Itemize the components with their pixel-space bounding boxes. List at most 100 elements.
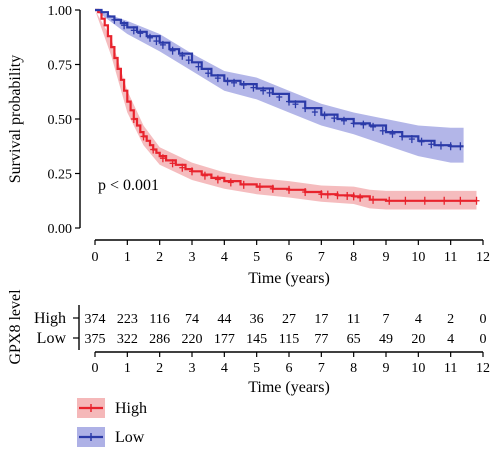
y-axis-title: Survival probability — [7, 55, 24, 183]
risk-count-high: 7 — [383, 312, 390, 327]
censor-mark-high — [214, 175, 221, 184]
x-tick-label: 10 — [411, 250, 425, 265]
censor-mark-low — [121, 21, 128, 30]
censor-mark-low — [408, 135, 415, 144]
censor-mark-high — [402, 196, 409, 205]
censor-mark-high — [140, 132, 147, 141]
km-plot: 0.000.250.500.751.000 1 2 3 4 5 6 7 8 9 10 11 12Time… — [7, 4, 490, 287]
censor-mark-low — [240, 80, 247, 89]
censor-mark-low — [231, 78, 238, 87]
censor-mark-low — [205, 69, 212, 78]
censor-mark-low — [146, 33, 153, 42]
censor-mark-high — [169, 159, 176, 168]
censor-mark-low — [457, 142, 464, 151]
censor-mark-low — [137, 29, 144, 38]
x-tick-label: 8 — [350, 250, 357, 265]
risk-count-high: 17 — [314, 312, 328, 327]
censor-mark-high — [302, 188, 309, 197]
censor-mark-low — [370, 122, 377, 131]
censor-mark-low — [340, 116, 347, 125]
x-tick-label: 2 — [156, 250, 163, 265]
legend-label: High — [115, 400, 147, 417]
censor-mark-high — [150, 145, 157, 154]
risk-count-high: 4 — [415, 312, 422, 327]
risk-count-low: 286 — [149, 332, 170, 347]
p-value-annotation: p < 0.001 — [98, 177, 159, 194]
censor-mark-high — [473, 196, 480, 205]
censor-mark-high — [386, 196, 393, 205]
legend: High Low — [77, 398, 147, 447]
censor-mark-low — [195, 62, 202, 71]
censor-mark-low — [418, 137, 425, 146]
x-tick-label: 7 — [318, 250, 325, 265]
risk-count-high: 36 — [250, 312, 264, 327]
risk-x-axis-title: Time (years) — [248, 379, 330, 396]
censor-mark-low — [321, 111, 328, 120]
censor-mark-low — [179, 51, 186, 60]
risk-count-high: 223 — [117, 312, 138, 327]
x-axis-title: Time (years) — [248, 270, 330, 287]
risk-count-high: 0 — [480, 312, 487, 327]
censor-mark-high — [227, 178, 234, 187]
censor-mark-low — [389, 129, 396, 138]
censor-mark-low — [399, 132, 406, 141]
censor-mark-low — [302, 104, 309, 113]
risk-x-tick-label: 3 — [189, 361, 196, 376]
censor-mark-low — [360, 120, 367, 129]
y-tick-label: 0.75 — [48, 59, 73, 74]
censor-mark-high — [441, 196, 448, 205]
censor-mark-low — [266, 88, 273, 97]
x-tick-label: 11 — [444, 250, 457, 265]
risk-count-low: 220 — [182, 332, 203, 347]
survival-curve-low — [95, 8, 464, 148]
censor-mark-high — [457, 196, 464, 205]
y-tick-label: 0.00 — [48, 222, 73, 237]
risk-count-high: 44 — [217, 312, 231, 327]
risk-count-low: 77 — [314, 332, 328, 347]
censor-mark-low — [286, 97, 292, 106]
censor-mark-high — [240, 180, 247, 189]
censor-mark-low — [153, 37, 160, 46]
censor-mark-low — [447, 142, 454, 151]
censor-mark-low — [224, 77, 231, 86]
risk-count-low: 65 — [347, 332, 361, 347]
risk-count-high: 11 — [347, 312, 360, 327]
censor-mark-low — [169, 46, 176, 55]
risk-count-low: 4 — [447, 332, 454, 347]
x-tick-label: 6 — [286, 250, 293, 265]
risk-x-tick-label: 5 — [253, 361, 260, 376]
risk-count-low: 375 — [85, 332, 106, 347]
censor-mark-low — [130, 26, 137, 35]
censor-mark-low — [311, 108, 318, 117]
risk-count-low: 322 — [117, 332, 138, 347]
x-tick-label: 12 — [476, 250, 490, 265]
risk-count-high: 116 — [149, 312, 169, 327]
risk-count-low: 177 — [214, 332, 235, 347]
x-tick-label: 9 — [383, 250, 390, 265]
legend-item-high: High — [77, 398, 147, 418]
risk-x-tick-label: 12 — [476, 361, 490, 376]
risk-x-tick-label: 8 — [350, 361, 357, 376]
censor-mark-high — [324, 190, 331, 199]
risk-x-tick-label: 7 — [318, 361, 325, 376]
risk-row-label-high: High — [34, 310, 66, 327]
risk-x-tick-label: 6 — [286, 361, 293, 376]
censor-mark-low — [111, 15, 118, 24]
censor-mark-high — [318, 190, 325, 199]
censor-mark-low — [428, 140, 435, 149]
x-tick-label: 5 — [253, 250, 260, 265]
risk-x-tick-label: 1 — [124, 361, 131, 376]
risk-count-high: 74 — [185, 312, 199, 327]
risk-count-high: 2 — [447, 312, 454, 327]
censor-mark-low — [260, 86, 267, 95]
censor-mark-low — [437, 141, 444, 150]
censor-mark-high — [189, 167, 195, 176]
censor-mark-high — [130, 115, 137, 123]
censor-mark-high — [201, 171, 208, 180]
censor-mark-high — [370, 195, 377, 204]
censor-mark-high — [334, 191, 341, 200]
censor-mark-high — [357, 193, 364, 202]
censor-mark-low — [292, 100, 299, 109]
